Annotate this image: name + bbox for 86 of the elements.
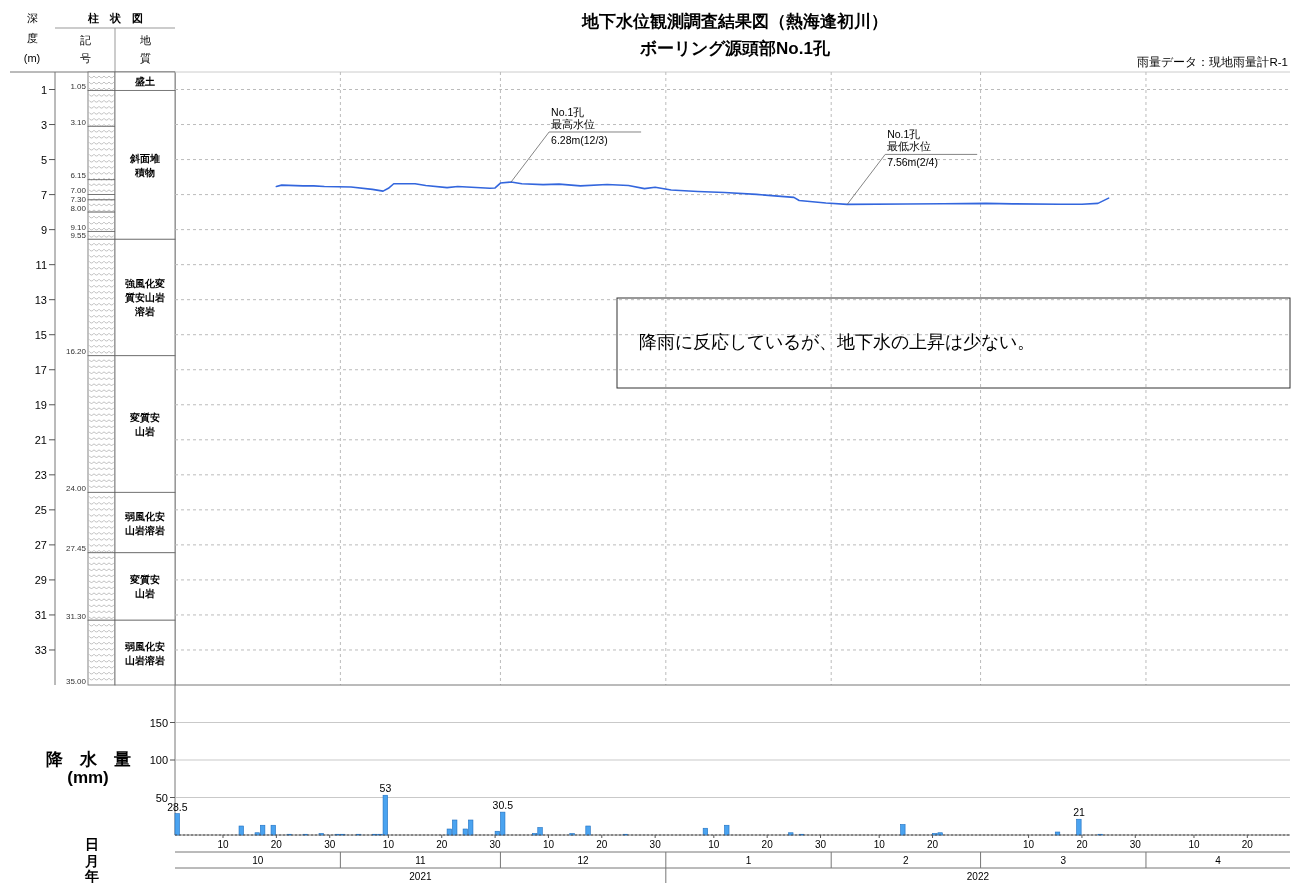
chart-title: 柱 状 図	[86, 12, 143, 24]
annotation: 9.10	[70, 222, 87, 232]
x-tick-label: 20	[1241, 839, 1254, 850]
series-label: 変質安山岩	[129, 574, 160, 600]
x-tick-label: 30	[489, 839, 502, 850]
annotation: 1.05	[70, 81, 87, 91]
series-label: 弱風化安山岩溶岩	[124, 510, 165, 536]
x-tick-label: 30	[814, 839, 827, 850]
chart-subtitle: ボーリング源頭部No.1孔	[639, 39, 831, 58]
y-tick-label: 21	[34, 433, 47, 446]
y-tick-label: 1	[40, 83, 47, 96]
x-tick-label: 10	[873, 839, 886, 850]
y-tick-label: 31	[34, 608, 47, 621]
text: 2021	[409, 871, 432, 882]
annotation: 24.00	[65, 483, 87, 493]
data-label: 21	[1073, 806, 1085, 819]
text: 2	[903, 855, 910, 866]
y-tick-label: 19	[34, 398, 47, 411]
data-label: 53	[379, 782, 392, 795]
annotation: 8.00	[70, 203, 87, 213]
x-tick-label: 記号	[79, 34, 91, 64]
text: 4	[1215, 855, 1222, 866]
y-tick-label: 7	[40, 188, 47, 201]
text: 雨量データ：現地雨量計R-1	[1137, 55, 1288, 68]
y-tick-label: 25	[34, 503, 47, 516]
series-label: 変質安山岩	[129, 412, 160, 438]
series-label: 盛土	[134, 76, 155, 88]
x-tick-label: 10	[542, 839, 555, 850]
text: 12	[577, 855, 590, 866]
y-tick-label: 150	[149, 716, 168, 729]
x-tick-label: 30	[649, 839, 662, 850]
text: 2022	[966, 871, 990, 882]
y-tick-label: 5	[40, 153, 47, 166]
annotation: 3.10	[70, 117, 87, 127]
x-axis-title: 日	[85, 836, 99, 852]
y-tick-label: 29	[34, 573, 47, 586]
text: 3	[1060, 855, 1067, 866]
text: 月	[84, 853, 99, 869]
annotation: 6.15	[70, 171, 87, 181]
y-tick-label: 3	[40, 118, 47, 131]
x-tick-label: 20	[1076, 839, 1088, 850]
annotation: No.1孔最低水位 7.56m(2/4)	[887, 128, 938, 169]
x-tick-label: 10	[708, 839, 720, 850]
x-tick-label: 20	[436, 839, 448, 850]
text: 1	[745, 855, 752, 866]
annotation: 27.45	[65, 544, 87, 554]
x-tick-label: 20	[927, 839, 939, 850]
x-tick-label: 20	[270, 839, 283, 850]
text: 年	[84, 868, 99, 884]
series-label: 斜面堆積物	[129, 152, 160, 178]
y-tick-label: 11	[35, 258, 47, 271]
series-label: 強風化変質安山岩溶岩	[124, 278, 165, 318]
annotation: 31.30	[65, 611, 87, 621]
y-tick-label: 23	[34, 468, 47, 481]
x-tick-label: 10	[1188, 839, 1200, 850]
annotation: 16.20	[65, 347, 87, 357]
annotation: 9.55	[70, 231, 87, 241]
x-tick-label: 30	[1129, 839, 1142, 850]
x-tick-label: 30	[324, 839, 336, 850]
data-label: 28.5	[167, 800, 188, 813]
x-tick-label: 10	[1023, 839, 1035, 850]
y-tick-label: 100	[149, 754, 168, 766]
x-tick-label: 20	[761, 839, 774, 850]
annotation: No.1孔最高水位 6.28m(12/3)	[551, 105, 608, 146]
x-tick-label: 10	[382, 839, 395, 850]
y-tick-label: 9	[40, 223, 47, 236]
chart-title: 地下水位観測調査結果図（熱海逢初川）	[581, 12, 888, 31]
x-tick-label: 10	[217, 839, 230, 850]
data-label: 30.5	[492, 799, 514, 812]
annotation: 降雨に反応しているが、地下水の上昇は少ない。	[639, 332, 1035, 352]
y-tick-label: 27	[34, 538, 47, 551]
annotation: 7.00	[70, 186, 87, 196]
y-tick-label: 15	[34, 328, 47, 341]
series-label: 弱風化安山岩溶岩	[124, 640, 165, 666]
y-tick-label: 17	[34, 363, 47, 376]
text: 11	[415, 855, 427, 866]
annotation: 35.00	[65, 676, 87, 686]
y-axis-title: 深度(m)	[23, 12, 41, 64]
y-tick-label: 33	[34, 643, 47, 656]
y-tick-label: 50	[155, 791, 168, 804]
annotation: 7.30	[70, 194, 87, 204]
text: 10	[252, 855, 264, 866]
x-tick-label: 20	[596, 839, 608, 850]
y-tick-label: 13	[34, 293, 47, 306]
x-tick-label: 地質	[138, 34, 151, 64]
y-axis-title: 降 水 量 (mm)	[45, 750, 131, 787]
